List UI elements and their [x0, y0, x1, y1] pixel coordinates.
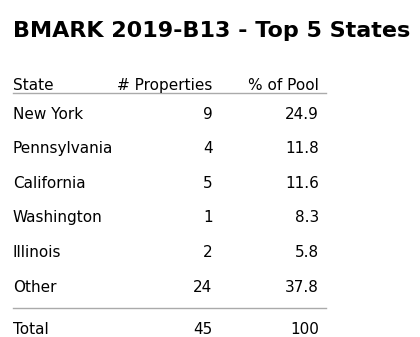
Text: # Properties: # Properties — [117, 78, 213, 93]
Text: Total: Total — [13, 322, 49, 337]
Text: Washington: Washington — [13, 210, 102, 225]
Text: State: State — [13, 78, 53, 93]
Text: 5.8: 5.8 — [295, 245, 319, 260]
Text: 1: 1 — [203, 210, 213, 225]
Text: 8.3: 8.3 — [295, 210, 319, 225]
Text: 45: 45 — [193, 322, 213, 337]
Text: 2: 2 — [203, 245, 213, 260]
Text: 5: 5 — [203, 176, 213, 191]
Text: New York: New York — [13, 106, 83, 122]
Text: 4: 4 — [203, 141, 213, 156]
Text: 9: 9 — [203, 106, 213, 122]
Text: Illinois: Illinois — [13, 245, 61, 260]
Text: 24.9: 24.9 — [285, 106, 319, 122]
Text: California: California — [13, 176, 85, 191]
Text: Other: Other — [13, 280, 56, 295]
Text: 37.8: 37.8 — [285, 280, 319, 295]
Text: 11.6: 11.6 — [285, 176, 319, 191]
Text: Pennsylvania: Pennsylvania — [13, 141, 113, 156]
Text: % of Pool: % of Pool — [248, 78, 319, 93]
Text: 100: 100 — [290, 322, 319, 337]
Text: 24: 24 — [193, 280, 213, 295]
Text: BMARK 2019-B13 - Top 5 States: BMARK 2019-B13 - Top 5 States — [13, 21, 410, 41]
Text: 11.8: 11.8 — [285, 141, 319, 156]
